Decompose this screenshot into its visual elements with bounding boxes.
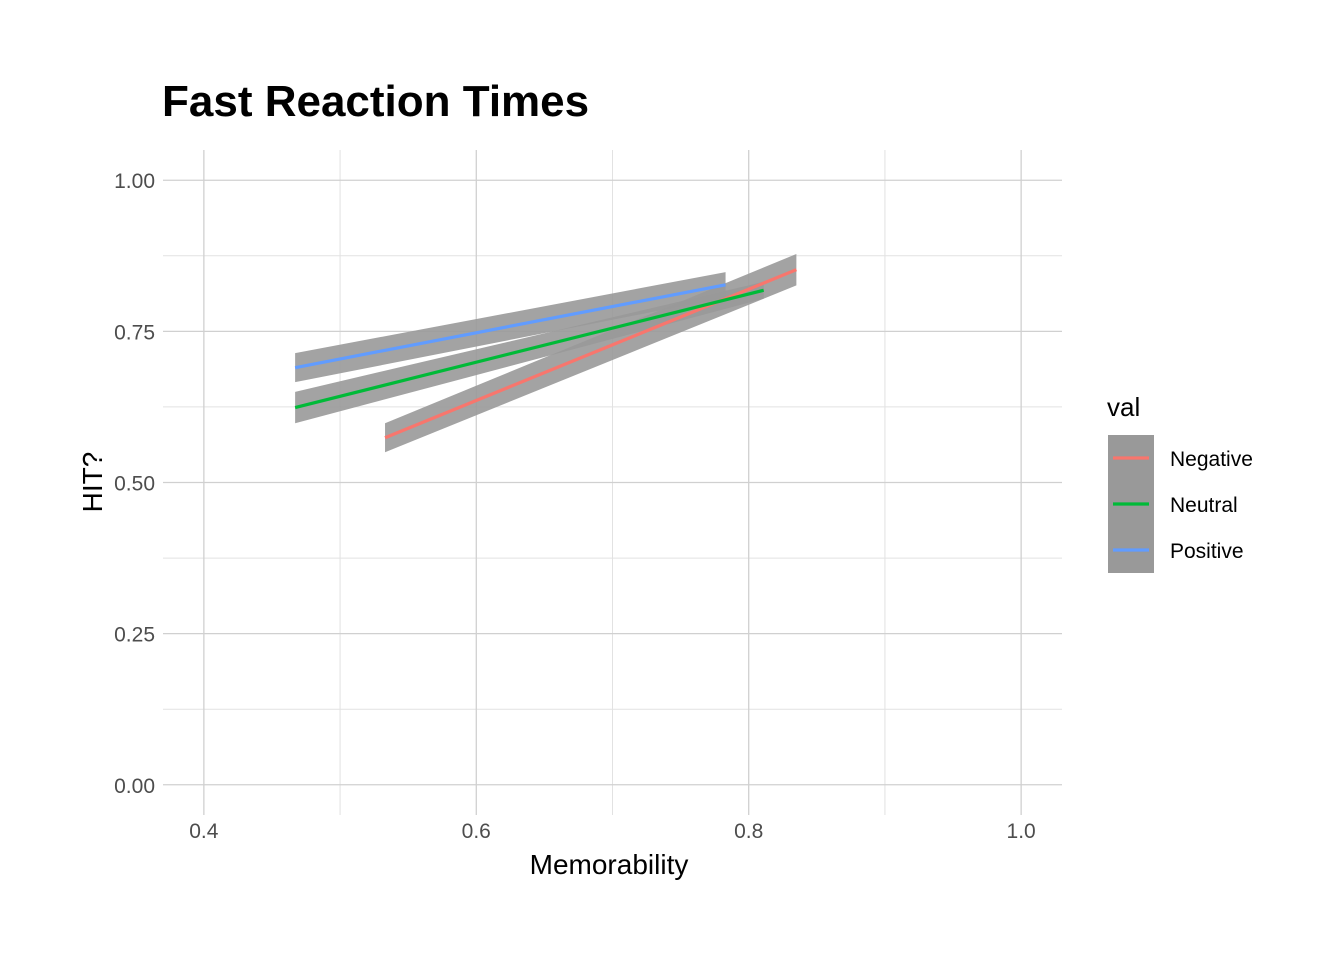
x-tick-label: 0.8: [734, 820, 763, 843]
legend-label-neutral: Neutral: [1170, 494, 1238, 517]
series-lines: [294, 268, 797, 440]
y-tick-label: 1.00: [114, 170, 155, 193]
y-tick-label: 0.50: [114, 473, 155, 496]
legend-title: val: [1107, 392, 1140, 422]
chart-title: Fast Reaction Times: [162, 77, 589, 126]
x-axis-ticks: 0.4 0.6 0.8 1.0: [189, 820, 1035, 843]
x-tick-label: 0.4: [189, 820, 219, 843]
series-line-neutral: [294, 288, 765, 410]
y-tick-label: 0.25: [114, 624, 155, 647]
y-axis-ticks: 0.00 0.25 0.50 0.75 1.00: [114, 170, 155, 798]
legend: val Negative Neutral Positive: [1107, 392, 1253, 573]
y-tick-label: 0.00: [114, 775, 155, 798]
series-line-positive: [294, 283, 726, 370]
x-tick-label: 1.0: [1007, 820, 1036, 843]
legend-label-negative: Negative: [1170, 448, 1253, 471]
x-axis-title: Memorability: [530, 849, 689, 880]
y-axis-title: HIT?: [77, 452, 108, 513]
confidence-band-neutral: [295, 281, 764, 424]
x-tick-label: 0.6: [462, 820, 491, 843]
legend-items: Negative Neutral Positive: [1108, 435, 1253, 573]
y-tick-label: 0.75: [114, 321, 155, 344]
legend-label-positive: Positive: [1170, 540, 1244, 563]
